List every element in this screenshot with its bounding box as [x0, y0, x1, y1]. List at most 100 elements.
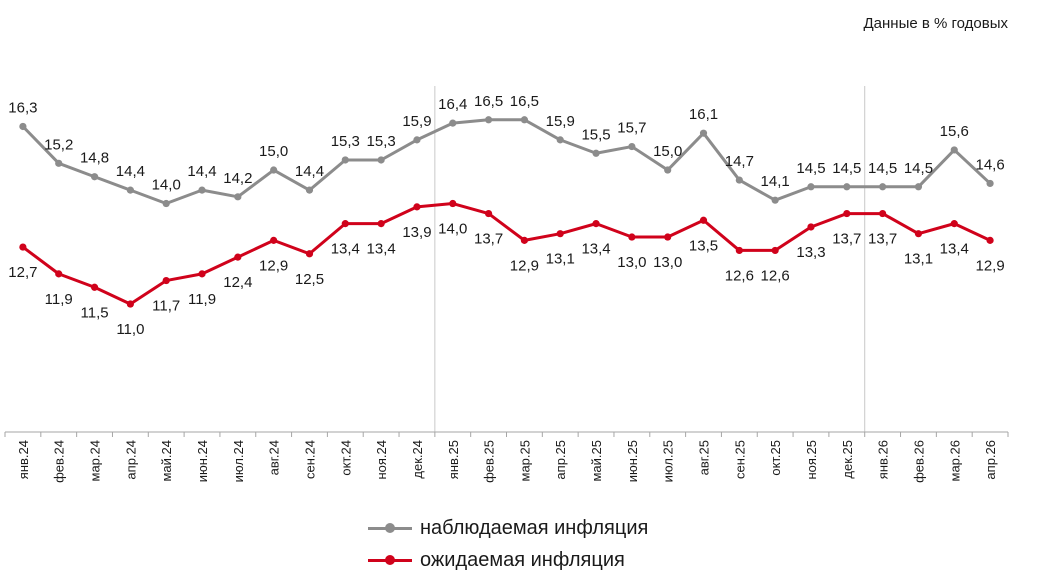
data-label-observed: 15,9: [546, 113, 575, 130]
data-point-expected: [950, 220, 958, 228]
data-label-expected: 14,0: [438, 221, 467, 238]
data-point-expected: [234, 253, 242, 261]
x-tick-label: авг.25: [697, 440, 712, 475]
data-point-expected: [162, 276, 170, 285]
x-tick-label: авг.24: [267, 440, 282, 475]
data-label-observed: 15,0: [653, 143, 682, 160]
legend-swatch-expected: [368, 553, 412, 567]
data-label-expected: 13,9: [402, 224, 431, 241]
x-tick-label: янв.25: [446, 440, 461, 479]
data-point-observed: [628, 142, 636, 151]
data-point-expected: [305, 250, 314, 258]
data-label-observed: 15,9: [402, 113, 431, 130]
data-point-expected: [986, 236, 994, 244]
data-point-expected: [771, 246, 779, 255]
x-tick-label: дек.24: [410, 440, 425, 479]
data-point-observed: [484, 116, 493, 124]
units-note: Данные в % годовых: [863, 15, 1009, 32]
data-point-expected: [556, 230, 564, 238]
legend-label-observed: наблюдаемая инфляция: [420, 516, 649, 539]
data-point-observed: [162, 199, 170, 208]
data-point-expected: [520, 236, 529, 244]
data-point-observed: [807, 183, 815, 191]
data-label-observed: 14,4: [295, 163, 324, 180]
data-label-expected: 13,1: [904, 251, 933, 268]
data-label-observed: 16,3: [8, 99, 37, 116]
data-point-observed: [735, 176, 743, 184]
data-point-observed: [950, 146, 958, 154]
x-tick-label: июн.24: [195, 440, 210, 482]
data-point-observed: [198, 186, 206, 194]
x-tick-label: янв.24: [16, 440, 31, 479]
data-label-observed: 14,8: [80, 150, 109, 167]
x-tick-label: апр.25: [553, 440, 568, 480]
data-label-expected: 12,4: [223, 274, 252, 291]
data-label-observed: 15,5: [581, 126, 610, 143]
data-point-observed: [19, 122, 27, 131]
data-label-observed: 15,6: [940, 123, 969, 140]
data-label-expected: 13,1: [546, 251, 575, 268]
data-label-expected: 13,7: [832, 231, 861, 248]
data-label-expected: 11,0: [116, 321, 144, 338]
data-point-observed: [771, 196, 779, 204]
data-label-expected: 12,9: [510, 257, 539, 274]
data-label-expected: 13,7: [868, 231, 897, 248]
data-point-observed: [234, 193, 242, 201]
data-point-expected: [341, 220, 349, 228]
data-point-observed: [270, 166, 278, 174]
data-point-expected: [270, 236, 278, 244]
x-tick-label: июл.25: [661, 440, 676, 482]
x-tick-label: мар.25: [517, 440, 532, 481]
data-point-expected: [735, 246, 743, 255]
data-label-expected: 13,5: [689, 237, 718, 254]
data-label-observed: 16,5: [510, 93, 539, 110]
data-point-expected: [413, 203, 421, 211]
data-point-expected: [664, 233, 672, 241]
x-tick-label: ноя.25: [804, 440, 819, 480]
data-label-observed: 14,5: [796, 160, 825, 177]
x-tick-label: окт.24: [338, 440, 353, 476]
x-tick-label: мар.26: [947, 440, 962, 481]
x-tick-label: июл.24: [231, 440, 246, 482]
data-point-observed: [914, 183, 923, 191]
data-label-expected: 11,7: [152, 298, 180, 315]
data-label-expected: 11,9: [188, 291, 216, 308]
data-label-expected: 13,4: [367, 241, 396, 258]
data-point-observed: [520, 116, 529, 124]
data-label-observed: 14,0: [152, 177, 181, 194]
data-label-observed: 16,4: [438, 96, 467, 113]
data-point-observed: [413, 136, 421, 144]
legend-swatch-observed: [368, 521, 412, 535]
data-point-observed: [449, 119, 457, 127]
data-label-expected: 13,4: [331, 241, 360, 258]
data-label-observed: 14,4: [187, 163, 216, 180]
x-tick-label: окт.25: [768, 440, 783, 476]
data-label-observed: 16,5: [474, 93, 503, 110]
data-point-observed: [592, 149, 600, 157]
data-point-expected: [484, 209, 493, 218]
data-point-expected: [126, 300, 134, 308]
data-label-expected: 13,4: [581, 241, 610, 258]
data-label-expected: 13,7: [474, 231, 503, 248]
data-label-expected: 11,5: [81, 304, 109, 321]
legend-label-expected: ожидаемая инфляция: [420, 548, 625, 571]
data-label-observed: 14,5: [904, 160, 933, 177]
legend-item-observed: наблюдаемая инфляция: [368, 512, 648, 544]
data-label-expected: 13,4: [940, 241, 969, 258]
data-label-expected: 13,0: [653, 254, 682, 271]
data-label-expected: 12,5: [295, 271, 324, 288]
data-label-observed: 14,5: [868, 160, 897, 177]
data-point-expected: [807, 223, 815, 231]
data-point-expected: [55, 270, 63, 278]
data-point-expected: [198, 270, 206, 278]
x-tick-label: дек.25: [840, 440, 855, 479]
x-tick-label: сен.24: [302, 440, 317, 479]
data-point-observed: [986, 179, 994, 188]
data-label-observed: 14,7: [725, 153, 754, 170]
x-tick-label: апр.26: [983, 440, 998, 480]
data-point-observed: [556, 136, 564, 144]
data-point-expected: [449, 199, 457, 208]
data-label-expected: 11,9: [45, 291, 73, 308]
data-label-expected: 12,9: [975, 257, 1004, 274]
